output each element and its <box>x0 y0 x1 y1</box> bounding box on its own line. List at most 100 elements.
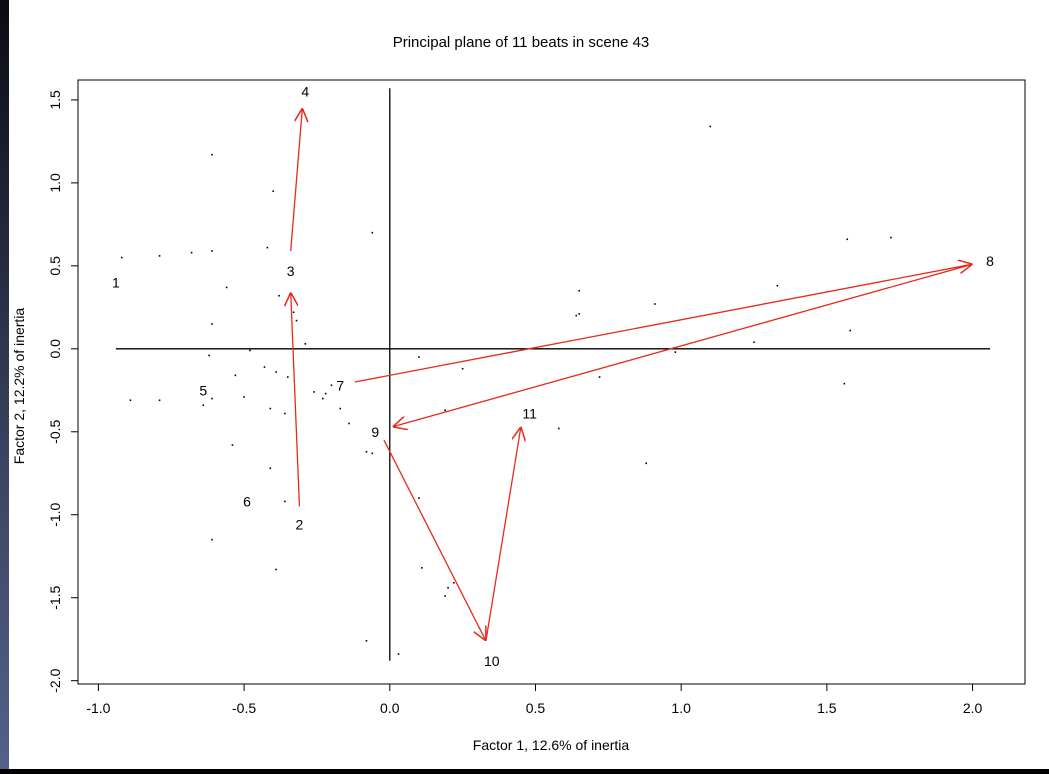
data-point <box>397 653 400 655</box>
data-point <box>461 367 464 370</box>
x-tick-label: 1.0 <box>671 700 691 716</box>
data-point <box>278 294 280 297</box>
data-point <box>339 407 342 410</box>
y-tick-label: 0.5 <box>47 256 63 276</box>
x-tick-label: 0.0 <box>380 700 400 716</box>
beat-label: 3 <box>287 263 295 279</box>
plot-panel: Principal plane of 11 beats in scene 43 … <box>9 0 1049 769</box>
data-point <box>645 462 647 465</box>
data-point <box>263 366 266 368</box>
beat-label: 4 <box>301 84 309 100</box>
data-point <box>418 497 420 499</box>
y-tick-label: 0.0 <box>47 339 63 359</box>
x-tick-label: -1.0 <box>86 700 110 716</box>
x-tick-label: 0.5 <box>526 700 546 716</box>
y-axis: -2.0 -1.5 -1.0 -0.5 0.0 0.5 1.0 1.5 <box>47 90 79 693</box>
data-point <box>202 404 205 407</box>
y-tick-label: -1.0 <box>47 502 63 526</box>
data-point <box>321 397 324 400</box>
data-point <box>243 396 245 398</box>
beat-label: 1 <box>112 274 120 290</box>
data-point <box>208 354 210 357</box>
y-tick-label: -1.5 <box>47 585 63 609</box>
data-point <box>557 427 560 430</box>
data-point <box>304 343 307 345</box>
data-point <box>266 246 269 249</box>
data-point <box>444 595 446 597</box>
data-point <box>654 303 656 305</box>
trajectory-arrows <box>291 108 973 641</box>
beat-label: 10 <box>484 653 500 669</box>
data-point <box>330 384 333 387</box>
data-point <box>211 397 213 400</box>
y-tick-label: -2.0 <box>47 668 63 692</box>
data-point <box>365 450 368 453</box>
data-point <box>269 407 272 410</box>
data-point <box>129 399 132 402</box>
data-point <box>225 286 228 289</box>
data-point <box>275 568 277 571</box>
x-axis: -1.0 -0.5 0.0 0.5 1.0 1.5 2.0 <box>86 683 983 716</box>
y-tick-label: -0.5 <box>47 420 63 444</box>
beat-label: 2 <box>296 517 304 533</box>
data-point <box>231 444 234 446</box>
data-point <box>275 371 277 373</box>
data-point <box>444 409 446 412</box>
x-tick-label: 2.0 <box>963 700 983 716</box>
data-point <box>598 376 601 378</box>
data-point <box>371 231 374 234</box>
y-tick-label: 1.5 <box>47 90 63 110</box>
data-point <box>324 392 327 395</box>
data-point <box>674 351 677 353</box>
data-point <box>249 349 251 352</box>
beat-labels: 1 2 3 4 5 6 7 8 9 10 11 <box>112 84 994 669</box>
window-side-edge <box>0 0 9 769</box>
data-point <box>348 422 350 425</box>
trajectory-arrow <box>354 264 973 383</box>
data-point <box>269 467 272 470</box>
data-point <box>295 319 298 322</box>
trajectory-arrow <box>393 263 973 427</box>
trajectory-arrow <box>290 108 303 251</box>
data-point <box>313 391 315 393</box>
data-point <box>284 500 286 503</box>
data-point <box>776 284 779 287</box>
data-point <box>453 581 455 584</box>
point-cloud <box>120 125 892 655</box>
y-axis-label: Factor 2, 12.2% of inertia <box>11 308 27 465</box>
data-point <box>211 538 213 541</box>
trajectory-arrow <box>291 292 301 507</box>
data-point <box>890 236 892 239</box>
data-point <box>418 356 420 358</box>
data-point <box>849 329 851 332</box>
origin-axes <box>115 88 991 661</box>
data-point <box>578 313 580 315</box>
data-point <box>286 376 289 378</box>
data-point <box>846 238 849 241</box>
trajectory-arrow <box>383 439 486 641</box>
data-point <box>447 586 449 589</box>
data-point <box>211 250 213 252</box>
x-tick-label: 1.5 <box>817 700 837 716</box>
x-axis-label: Factor 1, 12.6% of inertia <box>473 737 630 753</box>
chart-title: Principal plane of 11 beats in scene 43 <box>393 34 650 51</box>
data-point <box>211 323 213 325</box>
data-point <box>575 314 578 317</box>
data-point <box>843 382 846 385</box>
data-point <box>234 374 237 377</box>
trajectory-arrow <box>485 427 521 641</box>
data-point <box>753 341 755 343</box>
beat-label: 5 <box>199 382 207 398</box>
data-point <box>365 640 368 642</box>
scatter-chart: Principal plane of 11 beats in scene 43 … <box>11 34 1026 753</box>
data-point <box>190 251 193 254</box>
data-point <box>211 153 213 156</box>
y-tick-label: 1.0 <box>47 173 63 193</box>
beat-label: 8 <box>986 253 994 269</box>
x-tick-label: -0.5 <box>232 700 256 716</box>
data-point <box>371 452 374 455</box>
beat-label: 6 <box>243 493 251 509</box>
data-point <box>578 289 580 292</box>
data-point <box>284 412 286 415</box>
data-point <box>272 190 275 192</box>
